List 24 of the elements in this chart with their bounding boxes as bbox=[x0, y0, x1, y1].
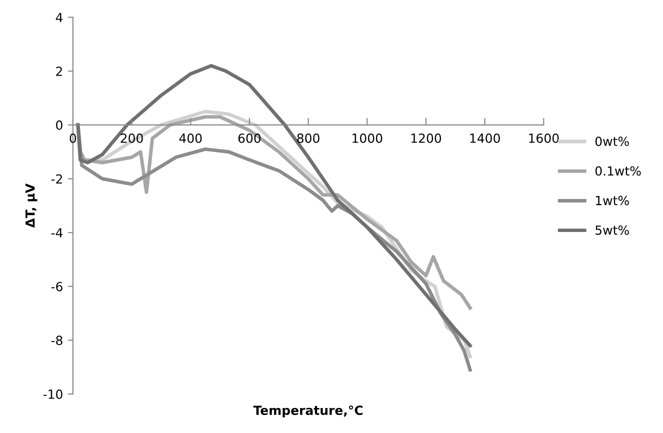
x-tick-label: 1000 bbox=[352, 134, 382, 143]
legend-label: 5wt% bbox=[596, 225, 629, 235]
y-tick-label: -4 bbox=[51, 228, 63, 238]
x-tick-label: 0 bbox=[70, 134, 76, 143]
legend-label: 1wt% bbox=[596, 196, 629, 206]
x-tick-label: 800 bbox=[297, 134, 320, 143]
x-tick-label: 600 bbox=[238, 134, 261, 143]
x-tick-label: 1400 bbox=[470, 134, 500, 143]
legend-label: 0wt% bbox=[595, 136, 629, 146]
x-tick-label: 400 bbox=[179, 134, 202, 143]
y-tick-label: -10 bbox=[43, 390, 62, 399]
x-tick-label: 200 bbox=[120, 134, 143, 143]
x-tick-label: 1200 bbox=[411, 134, 442, 143]
y-tick-label: 2 bbox=[56, 66, 62, 76]
x-axis-title: Temperature,°C bbox=[253, 405, 363, 418]
line-series bbox=[76, 64, 472, 348]
y-axis-title: ΔT, μV bbox=[26, 184, 38, 228]
y-tick-label: -6 bbox=[51, 282, 62, 292]
y-tick-label: 4 bbox=[56, 12, 63, 22]
legend-label: 0.1wt% bbox=[595, 166, 641, 176]
y-tick-label: -2 bbox=[51, 174, 62, 184]
x-tick-label: 1600 bbox=[529, 134, 559, 143]
y-tick-label: 0 bbox=[56, 120, 62, 130]
y-tick-label: -8 bbox=[51, 336, 62, 346]
